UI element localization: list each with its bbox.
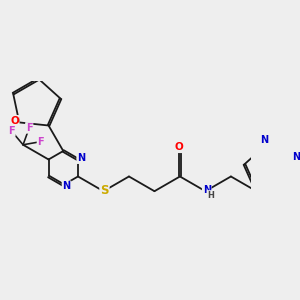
Text: N: N (261, 135, 269, 146)
Text: O: O (175, 142, 183, 152)
Text: F: F (38, 137, 44, 147)
Text: N: N (62, 181, 70, 191)
Text: N: N (203, 185, 211, 195)
Text: F: F (8, 126, 15, 136)
Text: O: O (10, 116, 19, 126)
Text: N: N (292, 152, 300, 162)
Text: S: S (100, 184, 109, 197)
Text: H: H (207, 190, 214, 200)
Text: N: N (77, 153, 85, 163)
Text: F: F (26, 123, 32, 133)
